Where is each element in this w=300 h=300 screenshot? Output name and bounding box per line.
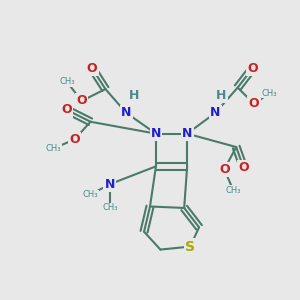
Text: O: O bbox=[249, 98, 259, 110]
Text: CH₃: CH₃ bbox=[226, 186, 241, 195]
Text: H: H bbox=[128, 88, 139, 101]
Text: CH₃: CH₃ bbox=[46, 144, 61, 153]
Text: O: O bbox=[61, 103, 72, 116]
Text: CH₃: CH₃ bbox=[59, 77, 74, 86]
Text: O: O bbox=[238, 161, 249, 174]
Text: O: O bbox=[69, 133, 80, 146]
Text: S: S bbox=[185, 240, 195, 254]
Text: N: N bbox=[210, 106, 220, 119]
Text: N: N bbox=[151, 127, 161, 140]
Text: N: N bbox=[121, 106, 131, 119]
Text: CH₃: CH₃ bbox=[261, 89, 277, 98]
Text: CH₃: CH₃ bbox=[83, 190, 98, 199]
Text: H: H bbox=[216, 88, 226, 101]
Text: N: N bbox=[182, 127, 192, 140]
Text: N: N bbox=[105, 178, 115, 191]
Text: O: O bbox=[247, 62, 258, 75]
Text: O: O bbox=[219, 163, 230, 176]
Text: O: O bbox=[87, 62, 98, 75]
Text: O: O bbox=[76, 94, 87, 107]
Text: CH₃: CH₃ bbox=[102, 203, 118, 212]
